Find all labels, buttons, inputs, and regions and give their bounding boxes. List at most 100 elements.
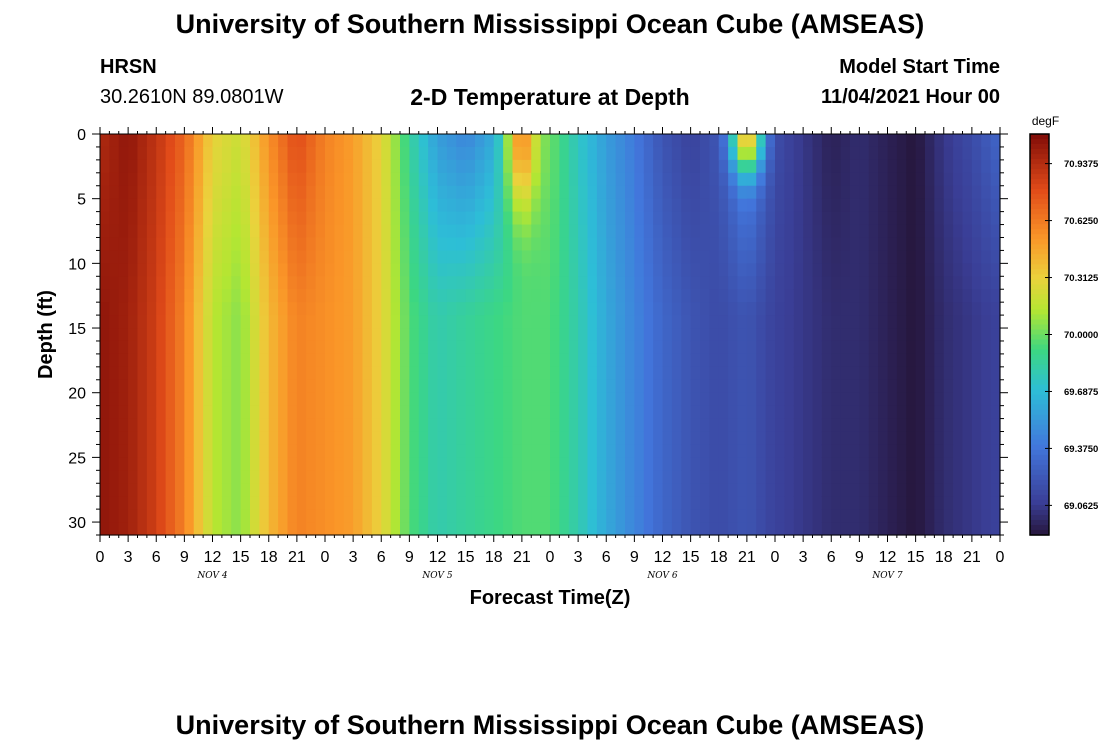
heatmap-cell (981, 405, 992, 420)
heatmap-cell (512, 315, 523, 329)
heatmap-cell (962, 198, 973, 213)
heatmap-cell (962, 405, 973, 420)
heatmap-cell (803, 276, 814, 290)
heatmap-cell (803, 522, 814, 536)
heatmap-cell (456, 522, 467, 536)
heatmap-cell (803, 379, 814, 394)
heatmap-cell (943, 159, 954, 174)
heatmap-cell (784, 340, 795, 355)
heatmap-cell (700, 224, 710, 239)
colorbar-segment (1030, 224, 1049, 230)
heatmap-cell (465, 134, 476, 148)
station-coordinates: 30.2610N 89.0801W (100, 86, 284, 108)
heatmap-cell (709, 250, 720, 264)
heatmap-cell (306, 263, 317, 277)
heatmap-cell (353, 237, 364, 252)
heatmap-cell (540, 431, 551, 446)
heatmap-cell (306, 366, 317, 381)
heatmap-cell (643, 340, 654, 355)
heatmap-cell (550, 328, 560, 342)
heatmap-cell (690, 470, 701, 484)
heatmap-cell (212, 328, 223, 342)
heatmap-cell (146, 457, 157, 471)
heatmap-cell (812, 457, 823, 471)
heatmap-cell (409, 392, 420, 407)
heatmap-cell (381, 522, 392, 536)
colorbar-segment (1030, 529, 1049, 536)
heatmap-cell (315, 185, 326, 200)
heatmap-cell (765, 340, 776, 355)
heatmap-cell (371, 211, 382, 226)
heatmap-cell (690, 302, 701, 316)
heatmap-cell (212, 418, 223, 433)
heatmap-cell (400, 315, 410, 329)
heatmap-cell (550, 496, 560, 510)
heatmap-cell (465, 470, 476, 484)
heatmap-cell (934, 483, 945, 497)
heatmap-cell (540, 315, 551, 329)
heatmap-cell (193, 302, 204, 316)
heatmap-cell (962, 444, 973, 458)
heatmap-cell (746, 470, 757, 484)
heatmap-cell (775, 198, 785, 213)
colorbar-segment (1030, 439, 1049, 446)
heatmap-cell (728, 379, 739, 394)
heatmap-cell (550, 457, 560, 471)
heatmap-cell (775, 392, 785, 407)
colorbar-tick-label: 70.9375 (1064, 159, 1099, 170)
heatmap-cell (878, 392, 889, 407)
heatmap-cell (437, 315, 448, 329)
heatmap-cell (456, 366, 467, 381)
heatmap-cell (118, 276, 129, 290)
heatmap-cell (390, 470, 401, 484)
heatmap-cell (934, 366, 945, 381)
heatmap-cell (390, 172, 401, 187)
heatmap-cell (784, 457, 795, 471)
heatmap-cell (475, 289, 485, 303)
heatmap-cell (315, 289, 326, 303)
colorbar-segment (1030, 524, 1049, 531)
heatmap-cell (559, 431, 570, 446)
heatmap-cell (400, 496, 410, 510)
heatmap-cell (456, 146, 467, 161)
heatmap-cell (137, 224, 148, 239)
heatmap-cell (381, 431, 392, 446)
heatmap-cell (381, 237, 392, 252)
heatmap-cell (118, 211, 129, 226)
heatmap-cell (437, 263, 448, 277)
heatmap-cell (878, 431, 889, 446)
heatmap-cell (934, 444, 945, 458)
heatmap-cell (925, 522, 935, 536)
heatmap-cell (812, 250, 823, 264)
heatmap-cell (400, 185, 410, 200)
colorbar-segment (1030, 174, 1049, 180)
heatmap-cell (409, 522, 420, 536)
heatmap-cell (250, 302, 260, 316)
heatmap-cell (484, 379, 495, 394)
heatmap-cell (381, 224, 392, 239)
heatmap-cell (878, 134, 889, 148)
heatmap-cell (981, 237, 992, 252)
heatmap-cell (128, 457, 139, 471)
heatmap-cell (325, 146, 335, 161)
heatmap-cell (596, 276, 607, 290)
heatmap-cell (990, 444, 1001, 458)
heatmap-cell (390, 134, 401, 148)
heatmap-cell (484, 315, 495, 329)
heatmap (100, 134, 1001, 536)
heatmap-cell (868, 366, 879, 381)
heatmap-cell (550, 353, 560, 368)
heatmap-cell (784, 431, 795, 446)
heatmap-cell (709, 509, 720, 523)
heatmap-cell (296, 198, 307, 213)
heatmap-cell (981, 431, 992, 446)
heatmap-cell (681, 496, 692, 510)
heatmap-cell (906, 405, 917, 420)
heatmap-cell (943, 302, 954, 316)
heatmap-cell (296, 392, 307, 407)
heatmap-cell (512, 328, 523, 342)
heatmap-cell (737, 159, 748, 174)
heatmap-cell (268, 340, 279, 355)
heatmap-cell (896, 146, 907, 161)
heatmap-cell (953, 522, 964, 536)
